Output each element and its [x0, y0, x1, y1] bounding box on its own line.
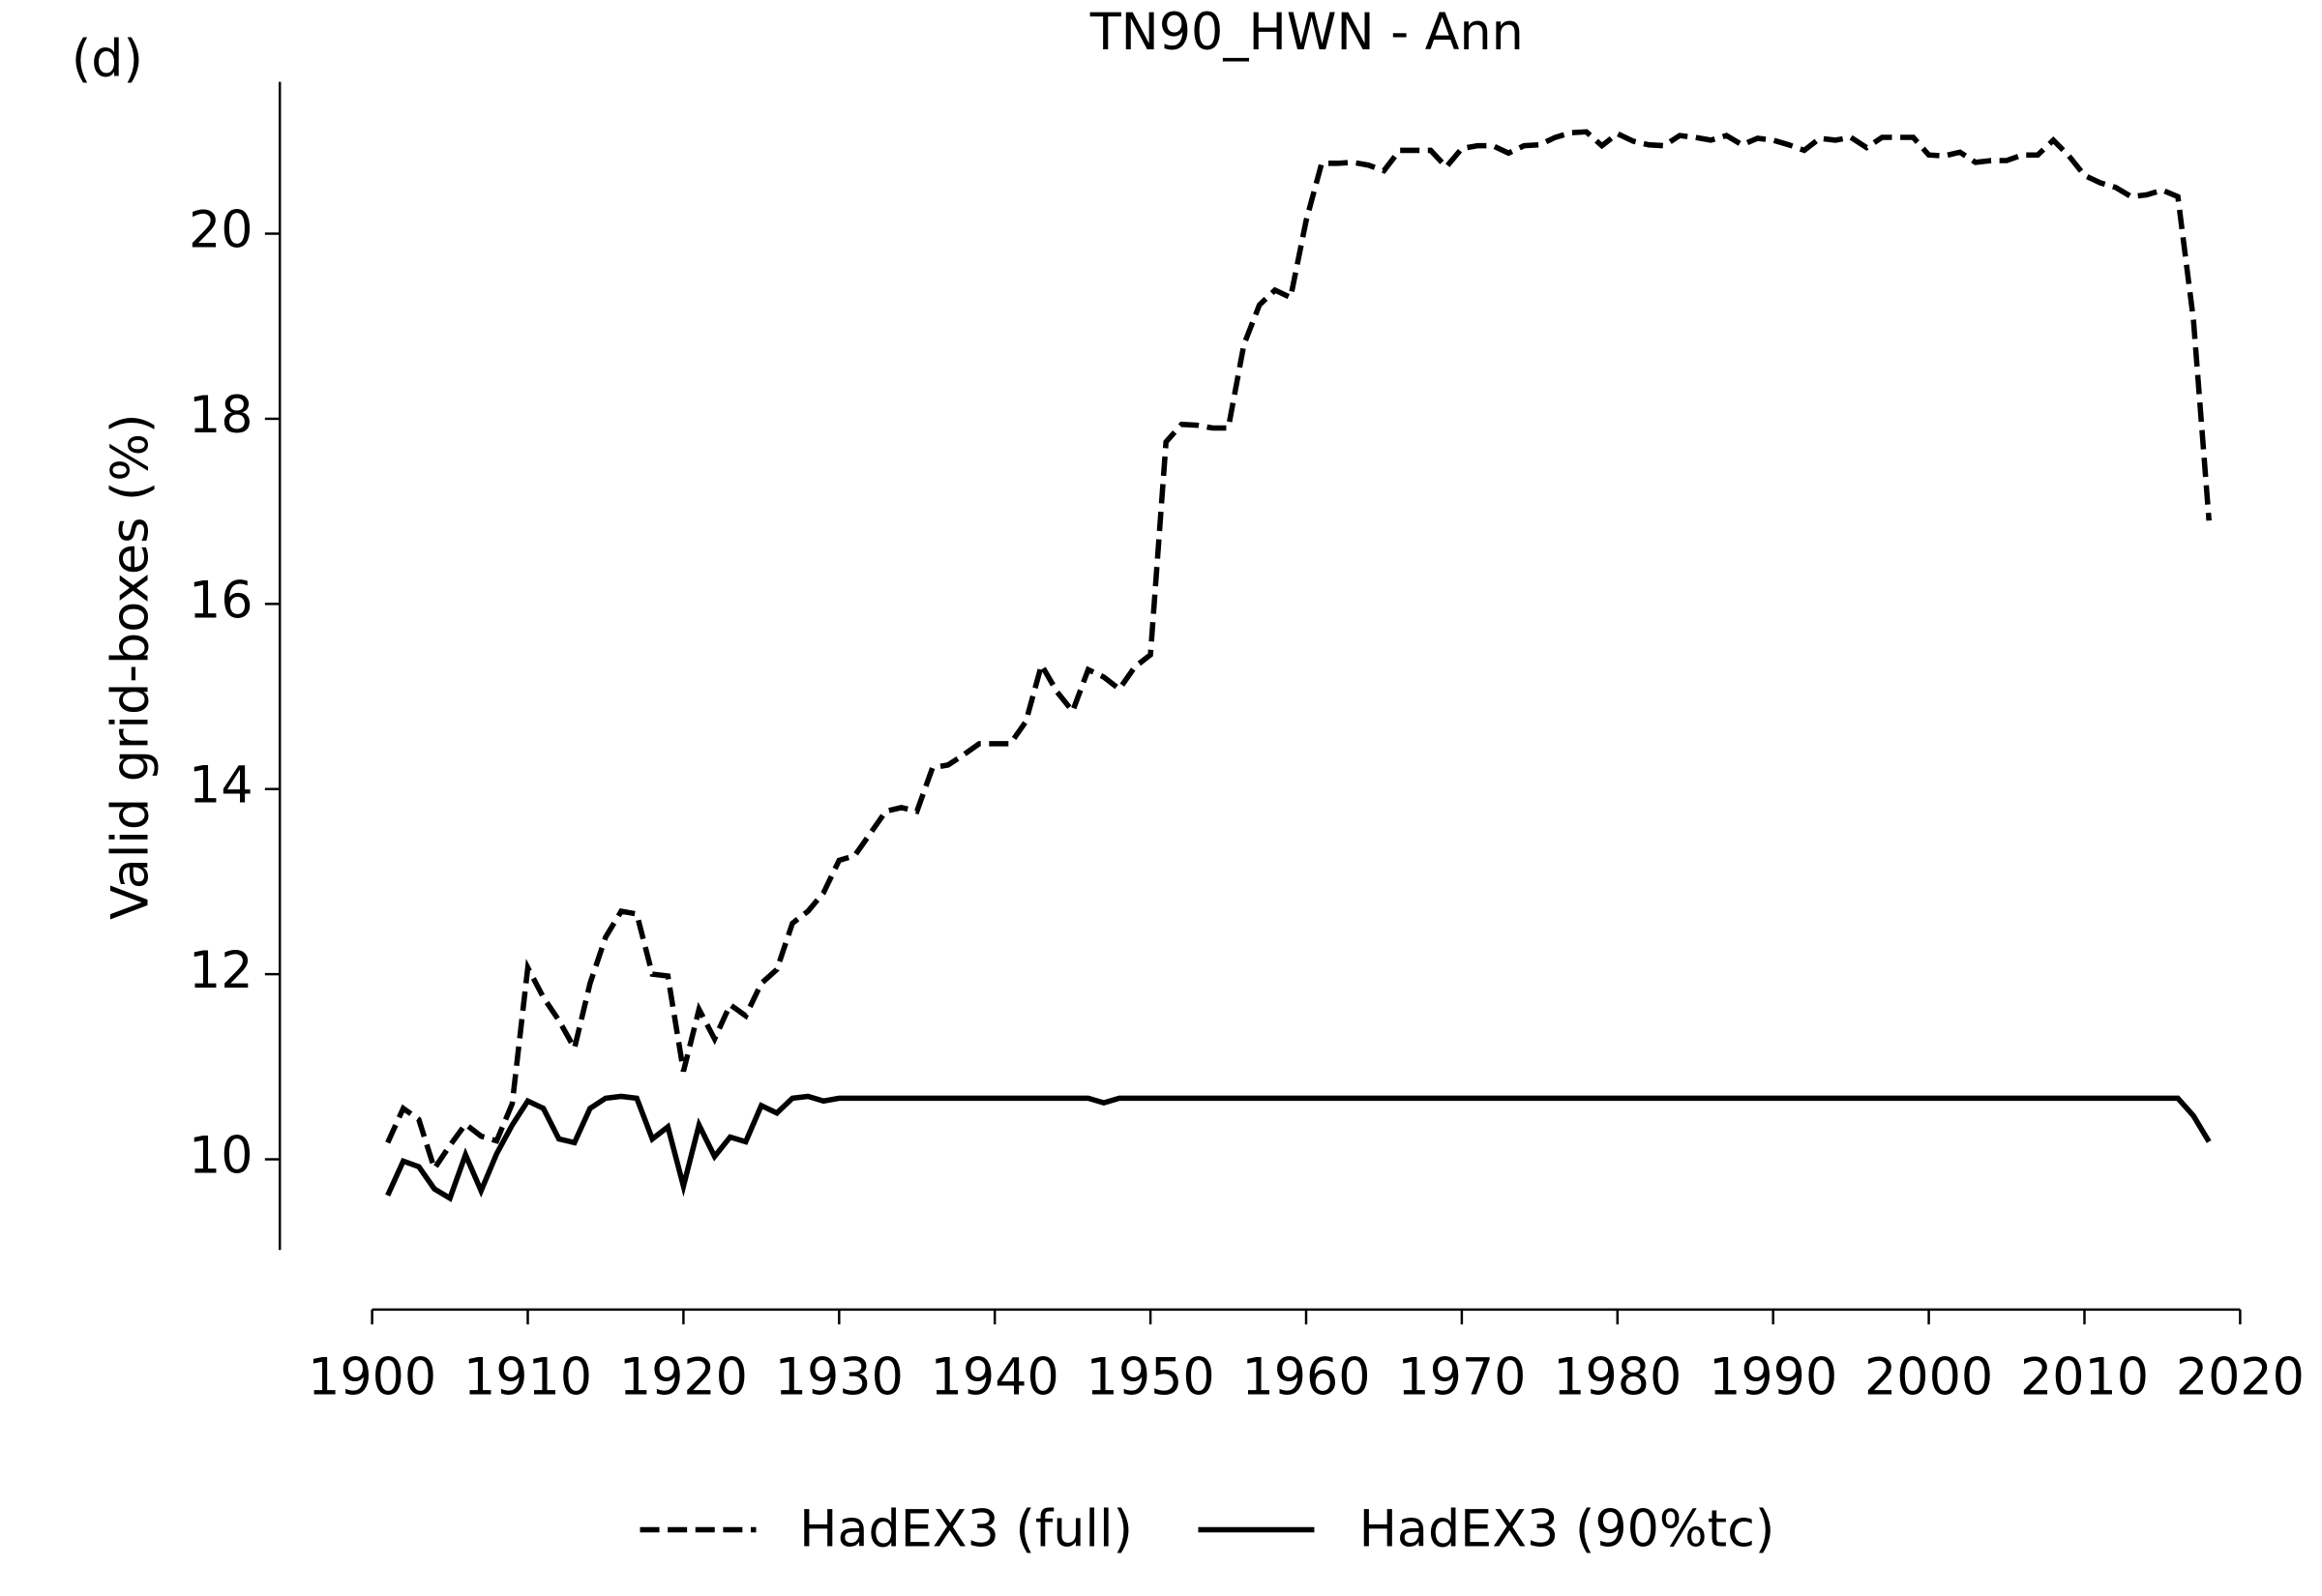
x-tick-label: 1930	[775, 1348, 904, 1407]
chart-title: TN90_HWN - Ann	[1089, 3, 1524, 62]
x-tick-label: 2020	[2176, 1348, 2305, 1407]
x-tick-label: 1980	[1553, 1348, 1682, 1407]
y-tick-label: 10	[189, 1127, 253, 1186]
x-tick-label: 1920	[619, 1348, 748, 1407]
x-tick-label: 1910	[463, 1348, 592, 1407]
y-tick-label: 18	[189, 386, 253, 445]
panel-label: (d)	[72, 30, 143, 89]
y-axis-label: Valid grid-boxes (%)	[101, 414, 160, 920]
legend-label: HadEX3 (90%tc)	[1359, 1500, 1775, 1559]
x-tick-label: 2000	[1864, 1348, 1993, 1407]
y-tick-label: 14	[189, 756, 253, 815]
x-tick-label: 2010	[2020, 1348, 2149, 1407]
y-tick-label: 16	[189, 571, 253, 630]
legend-label: HadEX3 (full)	[799, 1500, 1133, 1559]
x-tick-label: 1960	[1241, 1348, 1370, 1407]
data-line	[385, 1093, 2212, 1202]
x-tick-label: 1990	[1709, 1348, 1837, 1407]
x-tick-label: 1900	[308, 1348, 436, 1407]
x-tick-label: 1970	[1397, 1348, 1526, 1407]
x-tick-label: 1940	[931, 1348, 1059, 1407]
y-tick-label: 20	[189, 201, 253, 260]
x-tick-label: 1950	[1087, 1348, 1215, 1407]
data-line	[385, 129, 2212, 1175]
y-tick-label: 12	[189, 941, 253, 1000]
